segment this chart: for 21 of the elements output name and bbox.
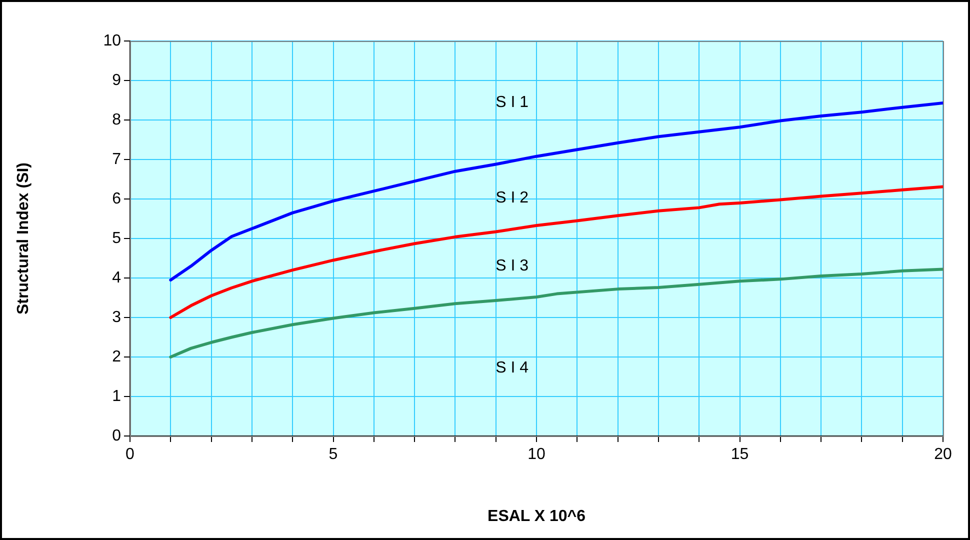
y-tick-label: 9 [112,72,122,89]
y-tick-label: 8 [112,111,122,128]
x-axis-title: ESAL X 10^6 [488,508,586,525]
x-tick-label: 10 [528,446,546,464]
x-tick-label: 5 [328,446,338,464]
y-tick-label: 3 [112,308,122,326]
annotation: S I 4 [496,360,529,377]
y-axis-title: Structural Index (SI) [15,162,32,315]
y-tick-label: 2 [112,348,122,366]
annotation: S I 3 [496,258,529,275]
y-tick-label: 0 [112,427,122,444]
x-tick-label: 0 [126,446,135,464]
x-tick-label: 20 [934,446,952,464]
y-tick-label: 4 [112,269,122,286]
y-tick-label: 1 [112,388,122,405]
y-tick-label: 10 [103,32,122,50]
y-tick-label: 7 [112,150,122,168]
x-tick-label: 15 [730,446,749,464]
y-tick-label: 6 [112,190,122,208]
y-tick-label: 5 [112,230,122,247]
annotation: S I 1 [496,94,529,112]
